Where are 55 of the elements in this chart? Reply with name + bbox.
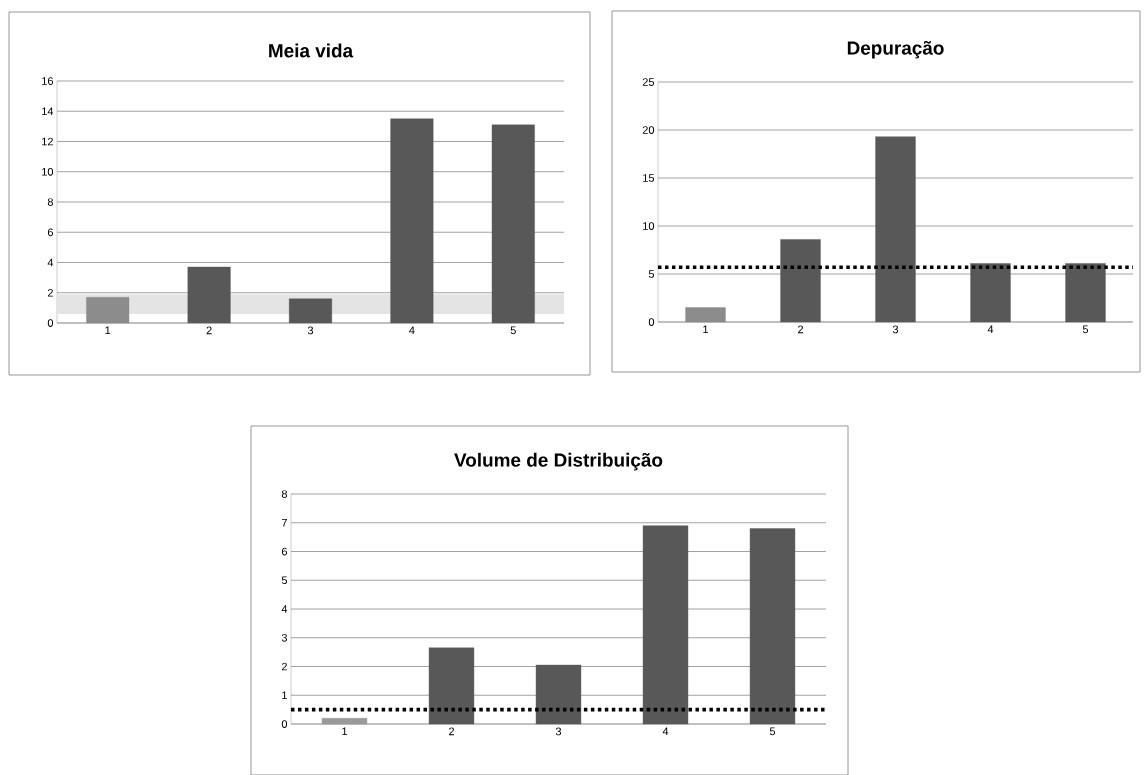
bar: [875, 136, 916, 323]
bar: [1065, 263, 1106, 323]
bar: [187, 266, 231, 324]
y-tick-label: 8: [281, 490, 287, 498]
bar: [491, 124, 535, 324]
x-tick-label: 2: [798, 325, 804, 334]
x-tick-label: 3: [555, 727, 562, 736]
bar: [970, 263, 1011, 323]
bar: [780, 239, 821, 323]
x-tick-label: 4: [409, 326, 415, 335]
y-tick-label: 4: [47, 258, 54, 267]
x-tick-label: 1: [703, 325, 709, 334]
x-tick-label: 5: [769, 727, 776, 736]
y-tick-label: 6: [47, 228, 53, 237]
x-tick-label: 3: [307, 326, 314, 335]
x-tick-label: 5: [510, 326, 516, 335]
y-tick-label: 8: [47, 198, 53, 206]
y-tick-label: 20: [642, 126, 655, 134]
chart-title: Depuração: [847, 40, 944, 59]
y-tick-label: 10: [42, 167, 54, 176]
y-tick-label: 7: [281, 518, 287, 527]
y-tick-label: 12: [42, 137, 53, 146]
bar: [535, 664, 582, 725]
bar: [428, 647, 475, 725]
y-tick-label: 3: [281, 633, 287, 642]
bar: [321, 718, 368, 725]
bar: [289, 298, 332, 324]
chart-title: Meia vida: [269, 43, 354, 58]
x-tick-label: 2: [206, 326, 212, 335]
x-tick-label: 5: [1082, 325, 1089, 334]
x-tick-label: 2: [449, 727, 454, 736]
y-tick-label: 2: [47, 288, 53, 297]
y-tick-label: 14: [42, 107, 54, 116]
y-tick-label: 2: [281, 662, 287, 671]
chart-title: Volume de Distribuição: [454, 452, 663, 471]
y-tick-label: 1: [282, 691, 287, 700]
x-tick-label: 1: [105, 326, 111, 335]
y-tick-label: 15: [643, 174, 655, 182]
y-tick-label: 4: [281, 605, 288, 613]
y-tick-label: 10: [643, 222, 655, 230]
y-tick-label: 0: [281, 720, 288, 728]
x-tick-label: 1: [342, 727, 348, 736]
x-tick-label: 4: [662, 727, 669, 736]
y-tick-label: 0: [648, 318, 655, 326]
x-tick-label: 3: [892, 325, 899, 334]
y-tick-label: 0: [47, 319, 54, 327]
y-tick-label: 16: [42, 77, 53, 85]
bar: [390, 118, 434, 324]
y-tick-label: 25: [642, 78, 655, 86]
bar: [749, 528, 796, 725]
y-tick-label: 5: [281, 576, 288, 585]
x-tick-label: 4: [987, 325, 994, 334]
y-tick-label: 5: [648, 270, 655, 278]
y-tick-label: 6: [281, 547, 287, 556]
bar: [642, 525, 689, 725]
